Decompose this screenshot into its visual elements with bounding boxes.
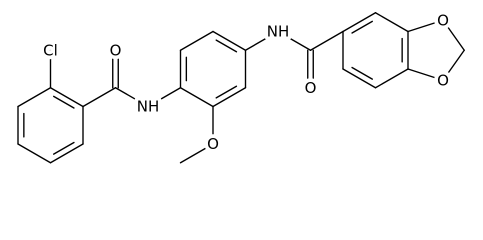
bond bbox=[49, 143, 84, 164]
bond bbox=[179, 143, 214, 164]
aromatic-bond bbox=[351, 66, 373, 80]
bond bbox=[309, 30, 344, 51]
atom-label: O bbox=[437, 11, 449, 29]
bond bbox=[212, 30, 247, 51]
bond bbox=[114, 87, 149, 108]
bond bbox=[342, 12, 377, 33]
atom-label: O bbox=[305, 79, 317, 97]
atom-label: O bbox=[207, 135, 219, 153]
atom-label: NH bbox=[137, 98, 160, 116]
atom-label: O bbox=[110, 41, 122, 59]
atom-label: NH bbox=[267, 23, 290, 41]
bonds bbox=[17, 12, 465, 164]
bond bbox=[342, 68, 377, 89]
aromatic-bond bbox=[53, 141, 75, 155]
bond bbox=[374, 68, 409, 89]
atom-label: Cl bbox=[43, 41, 58, 59]
atom-labels: Cl O NH O NH O O O bbox=[39, 7, 452, 156]
molecule-diagram: Cl O NH O NH O O O bbox=[0, 0, 483, 208]
bond bbox=[49, 87, 84, 108]
structure: Cl O NH O NH O O O bbox=[17, 7, 465, 164]
aromatic-bond bbox=[215, 39, 238, 53]
bond bbox=[17, 143, 52, 164]
bond bbox=[374, 12, 409, 33]
bond bbox=[82, 87, 117, 108]
bond bbox=[244, 30, 279, 51]
bond bbox=[17, 87, 52, 108]
bond bbox=[407, 68, 444, 81]
aromatic-bond bbox=[351, 20, 373, 34]
bond bbox=[407, 19, 444, 33]
bond bbox=[179, 87, 214, 108]
bond bbox=[442, 49, 465, 81]
background bbox=[0, 0, 483, 208]
aromatic-bond bbox=[215, 85, 238, 99]
bond bbox=[179, 30, 214, 51]
bond bbox=[147, 87, 182, 108]
aromatic-bond bbox=[53, 95, 75, 109]
bond bbox=[212, 87, 247, 108]
atom-label: O bbox=[437, 71, 449, 89]
bond bbox=[277, 30, 312, 51]
bond bbox=[442, 19, 465, 51]
